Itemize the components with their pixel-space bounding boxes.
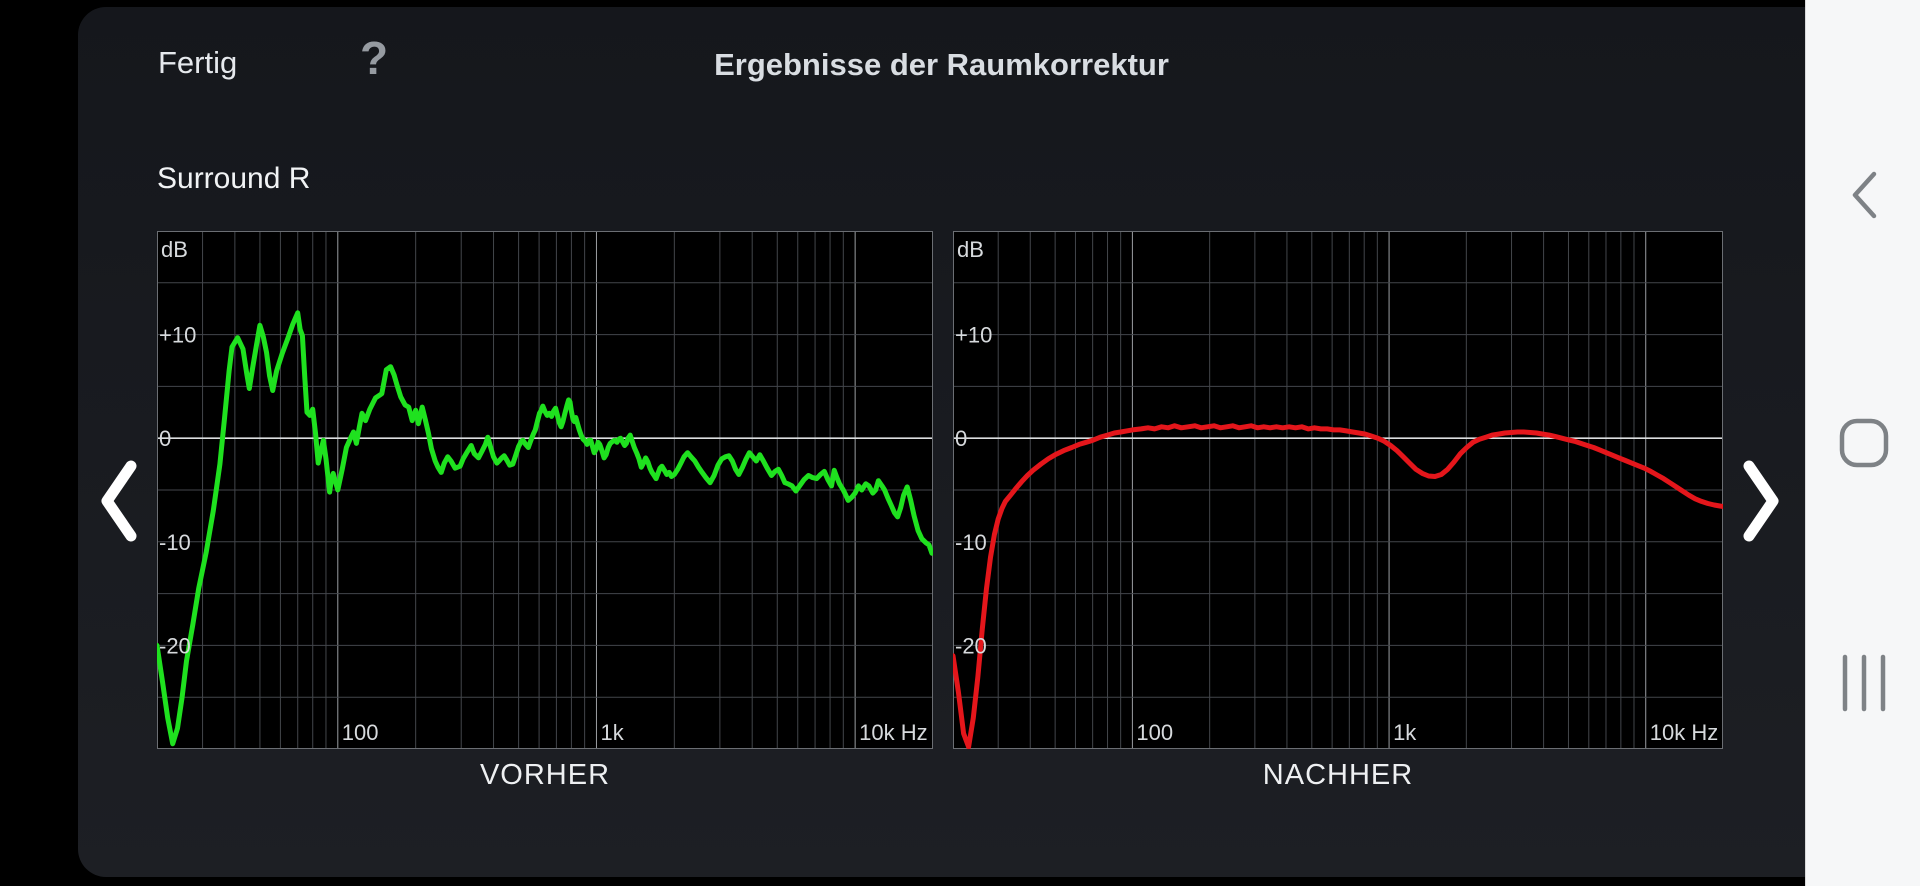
- back-chevron-icon: [1852, 171, 1876, 219]
- svg-text:dB: dB: [957, 237, 984, 262]
- svg-text:-20: -20: [159, 633, 191, 658]
- svg-text:-10: -10: [955, 530, 987, 555]
- next-channel-arrow[interactable]: [1742, 459, 1780, 543]
- previous-channel-arrow[interactable]: [100, 459, 138, 543]
- page-title: Ergebnisse der Raumkorrektur: [714, 47, 1169, 82]
- android-home-button[interactable]: [1806, 417, 1920, 469]
- top-bar: Fertig ? Ergebnisse der Raumkorrektur: [78, 7, 1805, 107]
- svg-text:100: 100: [342, 720, 379, 745]
- before-chart: dB +10 0 -10 -20 100 1k 10k Hz: [157, 231, 933, 749]
- svg-text:10k Hz: 10k Hz: [859, 720, 927, 745]
- help-icon[interactable]: ?: [360, 32, 389, 84]
- svg-text:+10: +10: [159, 323, 196, 348]
- recents-bars-icon: [1842, 654, 1885, 712]
- svg-text:1k: 1k: [600, 720, 624, 745]
- chevron-right-icon: [1743, 460, 1779, 542]
- android-navigation-bar: [1805, 0, 1920, 886]
- before-caption: VORHER: [479, 759, 611, 791]
- svg-text:0: 0: [159, 426, 171, 451]
- svg-text:+10: +10: [955, 323, 992, 348]
- after-caption: NACHHER: [1262, 759, 1414, 791]
- svg-text:0: 0: [955, 426, 967, 451]
- after-chart: dB +10 0 -10 -20 100 1k 10k Hz: [953, 231, 1723, 749]
- svg-text:10k Hz: 10k Hz: [1650, 720, 1718, 745]
- app-window: Fertig ? Ergebnisse der Raumkorrektur Su…: [78, 7, 1805, 877]
- svg-text:-20: -20: [955, 633, 987, 658]
- done-button[interactable]: Fertig: [158, 45, 238, 80]
- svg-text:-10: -10: [159, 530, 191, 555]
- svg-text:100: 100: [1136, 720, 1173, 745]
- android-recents-button[interactable]: [1806, 654, 1920, 712]
- channel-label: Surround R: [157, 162, 311, 195]
- chevron-left-icon: [101, 460, 137, 542]
- home-square-icon: [1839, 418, 1888, 468]
- android-back-button[interactable]: [1806, 169, 1920, 221]
- svg-text:1k: 1k: [1393, 720, 1417, 745]
- svg-text:dB: dB: [161, 237, 188, 262]
